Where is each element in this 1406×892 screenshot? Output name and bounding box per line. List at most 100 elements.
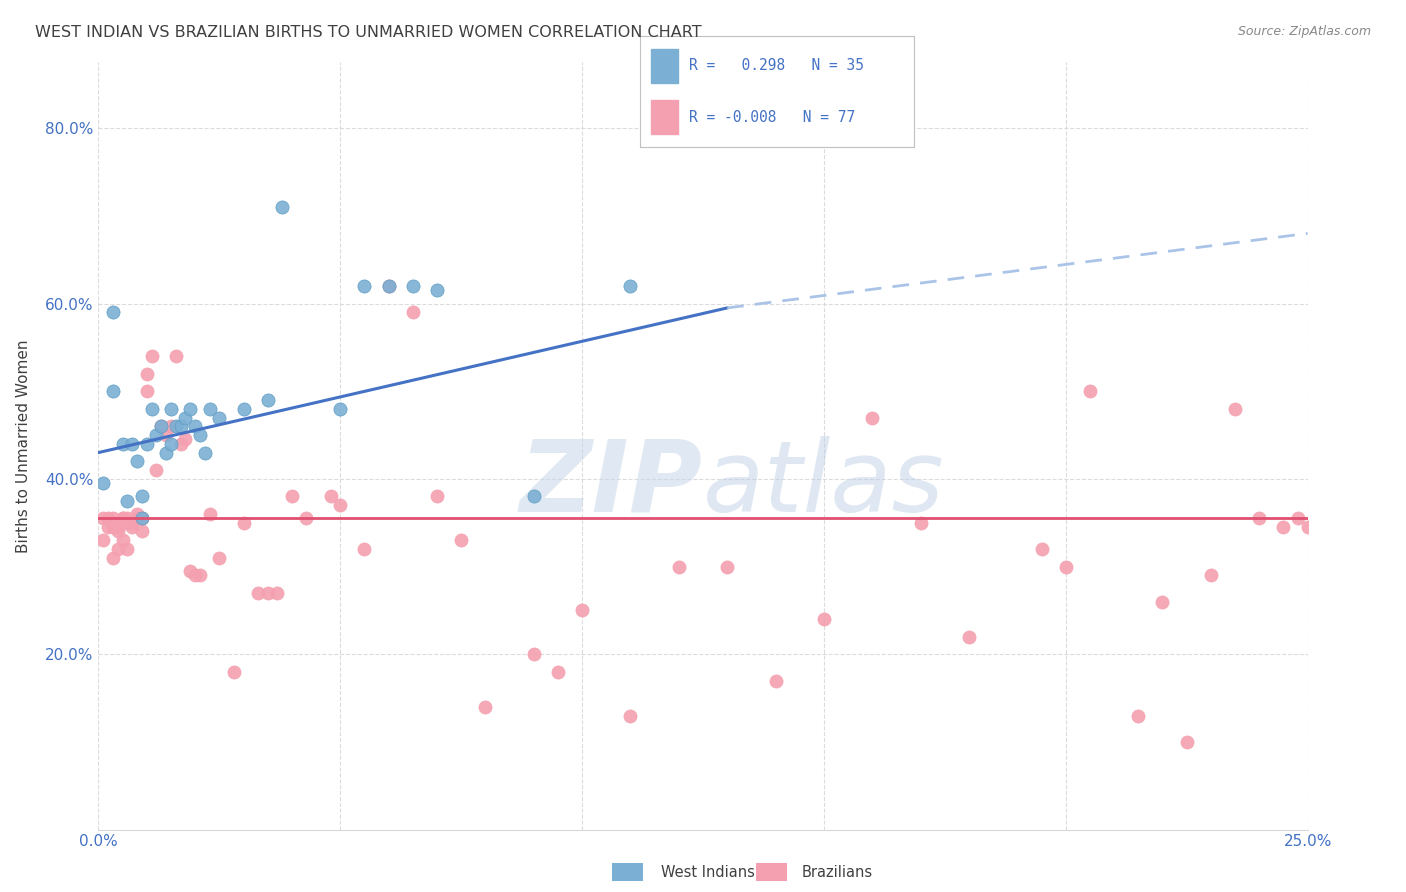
Text: Brazilians: Brazilians: [801, 865, 873, 880]
Point: [184, 568, 207, 582]
Point: [619, 708, 641, 723]
Point: [155, 445, 177, 459]
Point: [127, 454, 149, 468]
Point: [198, 401, 221, 416]
Point: [145, 428, 167, 442]
Point: [232, 516, 254, 530]
Point: [813, 612, 835, 626]
Point: [188, 568, 211, 582]
Point: [111, 511, 134, 525]
Point: [160, 419, 183, 434]
Point: [319, 490, 342, 504]
Point: [145, 463, 167, 477]
Point: [402, 279, 425, 293]
Point: [232, 401, 254, 416]
Point: [523, 647, 546, 661]
Point: [165, 349, 187, 363]
Point: [1223, 401, 1246, 416]
Point: [188, 428, 211, 442]
Point: [101, 520, 124, 534]
Point: [450, 533, 472, 548]
Point: [127, 511, 149, 525]
Point: [271, 200, 294, 214]
Point: [121, 437, 143, 451]
Point: [97, 511, 120, 525]
Point: [150, 419, 173, 434]
Point: [179, 401, 201, 416]
Point: [426, 284, 449, 298]
Point: [377, 279, 399, 293]
Point: [957, 630, 980, 644]
Point: [1078, 384, 1101, 399]
Point: [377, 279, 399, 293]
Point: [547, 665, 569, 679]
Point: [155, 428, 177, 442]
Point: [174, 410, 197, 425]
Point: [127, 507, 149, 521]
Point: [121, 520, 143, 534]
Point: [165, 419, 187, 434]
Point: [474, 699, 496, 714]
Text: West Indians: West Indians: [661, 865, 755, 880]
Point: [101, 511, 124, 525]
Point: [131, 511, 153, 525]
Point: [101, 550, 124, 565]
Point: [91, 511, 114, 525]
Point: [426, 490, 449, 504]
Point: [619, 279, 641, 293]
Point: [179, 564, 201, 578]
Point: [91, 533, 114, 548]
Point: [247, 586, 270, 600]
Point: [1199, 568, 1222, 582]
Point: [1286, 511, 1309, 525]
Point: [208, 410, 231, 425]
Point: [141, 401, 163, 416]
Point: [1175, 735, 1198, 749]
Point: [571, 603, 593, 617]
Point: [194, 445, 217, 459]
Point: [1296, 520, 1319, 534]
Point: [910, 516, 932, 530]
Point: [295, 511, 318, 525]
Bar: [651, 101, 678, 134]
Point: [174, 433, 197, 447]
Point: [160, 401, 183, 416]
Point: [184, 419, 207, 434]
Point: [1272, 520, 1295, 534]
Point: [111, 437, 134, 451]
Point: [222, 665, 245, 679]
Bar: [651, 49, 678, 83]
Y-axis label: Births to Unmarried Women: Births to Unmarried Women: [17, 339, 31, 553]
Point: [135, 367, 157, 381]
Point: [131, 511, 153, 525]
Text: WEST INDIAN VS BRAZILIAN BIRTHS TO UNMARRIED WOMEN CORRELATION CHART: WEST INDIAN VS BRAZILIAN BIRTHS TO UNMAR…: [35, 25, 702, 40]
Point: [111, 511, 134, 525]
Point: [101, 384, 124, 399]
Point: [198, 507, 221, 521]
Point: [329, 498, 352, 512]
Point: [668, 559, 690, 574]
Point: [1320, 511, 1343, 525]
Point: [1128, 708, 1150, 723]
Point: [523, 490, 546, 504]
Point: [91, 476, 114, 491]
Point: [150, 419, 173, 434]
Point: [256, 392, 278, 407]
Point: [117, 493, 139, 508]
Point: [281, 490, 304, 504]
Point: [860, 410, 883, 425]
Point: [131, 524, 153, 539]
Point: [101, 305, 124, 319]
Point: [716, 559, 738, 574]
Point: [1249, 511, 1271, 525]
Point: [256, 586, 278, 600]
Point: [169, 419, 191, 434]
Point: [135, 437, 157, 451]
Point: [117, 516, 139, 530]
Point: [266, 586, 288, 600]
Point: [1054, 559, 1077, 574]
Point: [765, 673, 787, 688]
Point: [1031, 541, 1053, 556]
Point: [117, 511, 139, 525]
Point: [169, 437, 191, 451]
